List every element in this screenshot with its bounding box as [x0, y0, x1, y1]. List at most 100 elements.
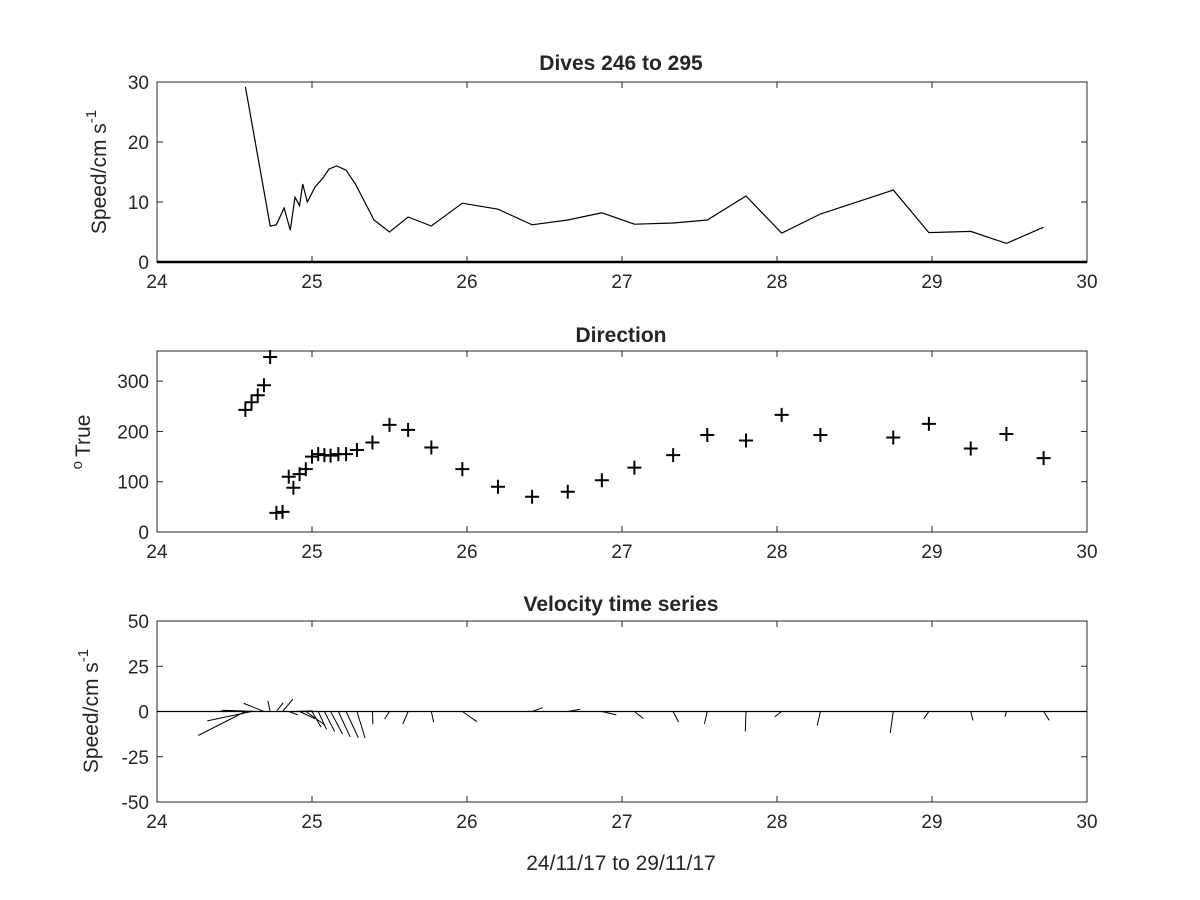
- velocity-stick: [816, 711, 821, 726]
- velocity-y-tick-label: -50: [122, 793, 149, 814]
- direction-point: [963, 441, 978, 456]
- velocity-stick: [889, 711, 894, 734]
- speed-x-tick-label: 25: [301, 272, 322, 293]
- direction-point: [286, 480, 301, 495]
- speed-x-tick-label: 28: [766, 272, 787, 293]
- direction-point: [1036, 451, 1051, 466]
- direction-x-tick-label: 25: [301, 542, 322, 563]
- speed-series-line: [244, 86, 1044, 245]
- velocity-y-label: Speed/cm s-1: [75, 649, 103, 773]
- direction-point: [269, 505, 284, 520]
- velocity-stick: [1004, 711, 1007, 718]
- velocity-stick: [703, 711, 708, 724]
- velocity-stick: [430, 711, 435, 723]
- direction-point: [999, 426, 1014, 441]
- direction-point: [455, 462, 470, 477]
- direction-point: [339, 447, 354, 462]
- direction-point: [424, 440, 439, 455]
- velocity-stick: [601, 711, 617, 716]
- velocity-stick: [531, 707, 543, 712]
- velocity-x-tick-label: 29: [921, 812, 942, 833]
- velocity-x-tick-label: 28: [766, 812, 787, 833]
- velocity-y-tick-label: 25: [128, 657, 149, 678]
- direction-x-tick-label: 26: [456, 542, 477, 563]
- velocity-stick: [634, 711, 644, 719]
- direction-y-tick-label: 100: [117, 473, 149, 494]
- speed-x-tick-label: 26: [456, 272, 477, 293]
- panel-speed: Dives 246 to 295 24 25 26 27 28 29 30 0 10 20 30 S…: [83, 52, 1098, 293]
- speed-x-tick-label: 27: [611, 272, 632, 293]
- direction-point: [700, 427, 715, 442]
- direction-point: [774, 407, 789, 422]
- speed-y-tick-label: 10: [128, 193, 149, 214]
- direction-x-tick-label: 29: [921, 542, 942, 563]
- direction-x-tick-label: 28: [766, 542, 787, 563]
- speed-x-tick-label: 24: [146, 272, 168, 293]
- direction-point: [281, 469, 296, 484]
- velocity-stick: [267, 700, 271, 712]
- velocity-stick: [384, 711, 390, 720]
- velocity-stick: [923, 711, 930, 720]
- direction-x-tick-label: 27: [611, 542, 632, 563]
- velocity-stick: [356, 711, 366, 739]
- x-axis-label: 24/11/17 to 29/11/17: [526, 852, 716, 875]
- direction-point: [250, 388, 265, 403]
- velocity-stick: [198, 711, 246, 736]
- direction-y-tick-label: 300: [117, 372, 149, 393]
- velocity-stick: [282, 698, 294, 712]
- direction-point: [401, 422, 416, 437]
- direction-point: [560, 484, 575, 499]
- panel-velocity: Velocity time series 24 25 26 27 28 29 30 -50 -2…: [75, 593, 1098, 833]
- velocity-x-tick-label: 27: [611, 812, 632, 833]
- direction-point: [921, 416, 936, 431]
- speed-plot: 24 25 26 27 28 29 30 0 10 20 30: [128, 73, 1098, 293]
- speed-y-label: Speed/cm s-1: [83, 110, 111, 234]
- direction-point: [298, 462, 313, 477]
- velocity-plot: 24 25 26 27 28 29 30 -50 -25 0 25 50: [122, 612, 1098, 833]
- velocity-stick: [337, 711, 351, 738]
- velocity-stick: [299, 711, 316, 720]
- direction-point: [238, 402, 253, 417]
- velocity-stick: [317, 711, 328, 730]
- velocity-x-tick-label: 30: [1076, 812, 1097, 833]
- velocity-stick: [567, 708, 581, 712]
- direction-point: [305, 449, 319, 464]
- speed-y-tick-label: 0: [138, 253, 149, 274]
- velocity-y-tick-label: -25: [122, 748, 149, 769]
- direction-point: [256, 378, 271, 393]
- velocity-y-tick-label: 50: [128, 612, 149, 633]
- speed-chart-title: Dives 246 to 295: [539, 52, 703, 75]
- velocity-stick: [323, 711, 336, 732]
- velocity-stick: [288, 711, 298, 716]
- direction-point: [244, 395, 259, 410]
- direction-y-label: oTrue: [69, 415, 95, 470]
- direction-point: [525, 489, 540, 504]
- direction-point: [739, 433, 753, 448]
- direction-point: [323, 448, 338, 463]
- direction-x-tick-label: 24: [146, 542, 168, 563]
- velocity-x-tick-label: 25: [301, 812, 322, 833]
- direction-x-tick-label: 30: [1076, 542, 1097, 563]
- speed-axes-box: [156, 81, 1088, 263]
- speed-x-tick-label: 30: [1076, 272, 1097, 293]
- velocity-stick: [311, 711, 322, 728]
- direction-point: [275, 504, 290, 519]
- velocity-stick: [402, 711, 409, 725]
- velocity-y-tick-label: 0: [138, 703, 149, 724]
- velocity-stick: [221, 709, 258, 712]
- speed-y-tick-label: 20: [128, 133, 149, 154]
- velocity-stick: [1043, 711, 1050, 721]
- direction-point: [594, 473, 609, 488]
- direction-y-tick-label: 200: [117, 422, 149, 443]
- direction-axes-box: [156, 350, 1088, 533]
- direction-point: [349, 443, 364, 458]
- direction-point: [382, 417, 397, 432]
- direction-point: [491, 479, 505, 494]
- speed-x-tick-label: 29: [921, 272, 942, 293]
- direction-point: [886, 430, 901, 445]
- direction-chart-title: Direction: [575, 324, 666, 347]
- direction-point: [627, 460, 642, 475]
